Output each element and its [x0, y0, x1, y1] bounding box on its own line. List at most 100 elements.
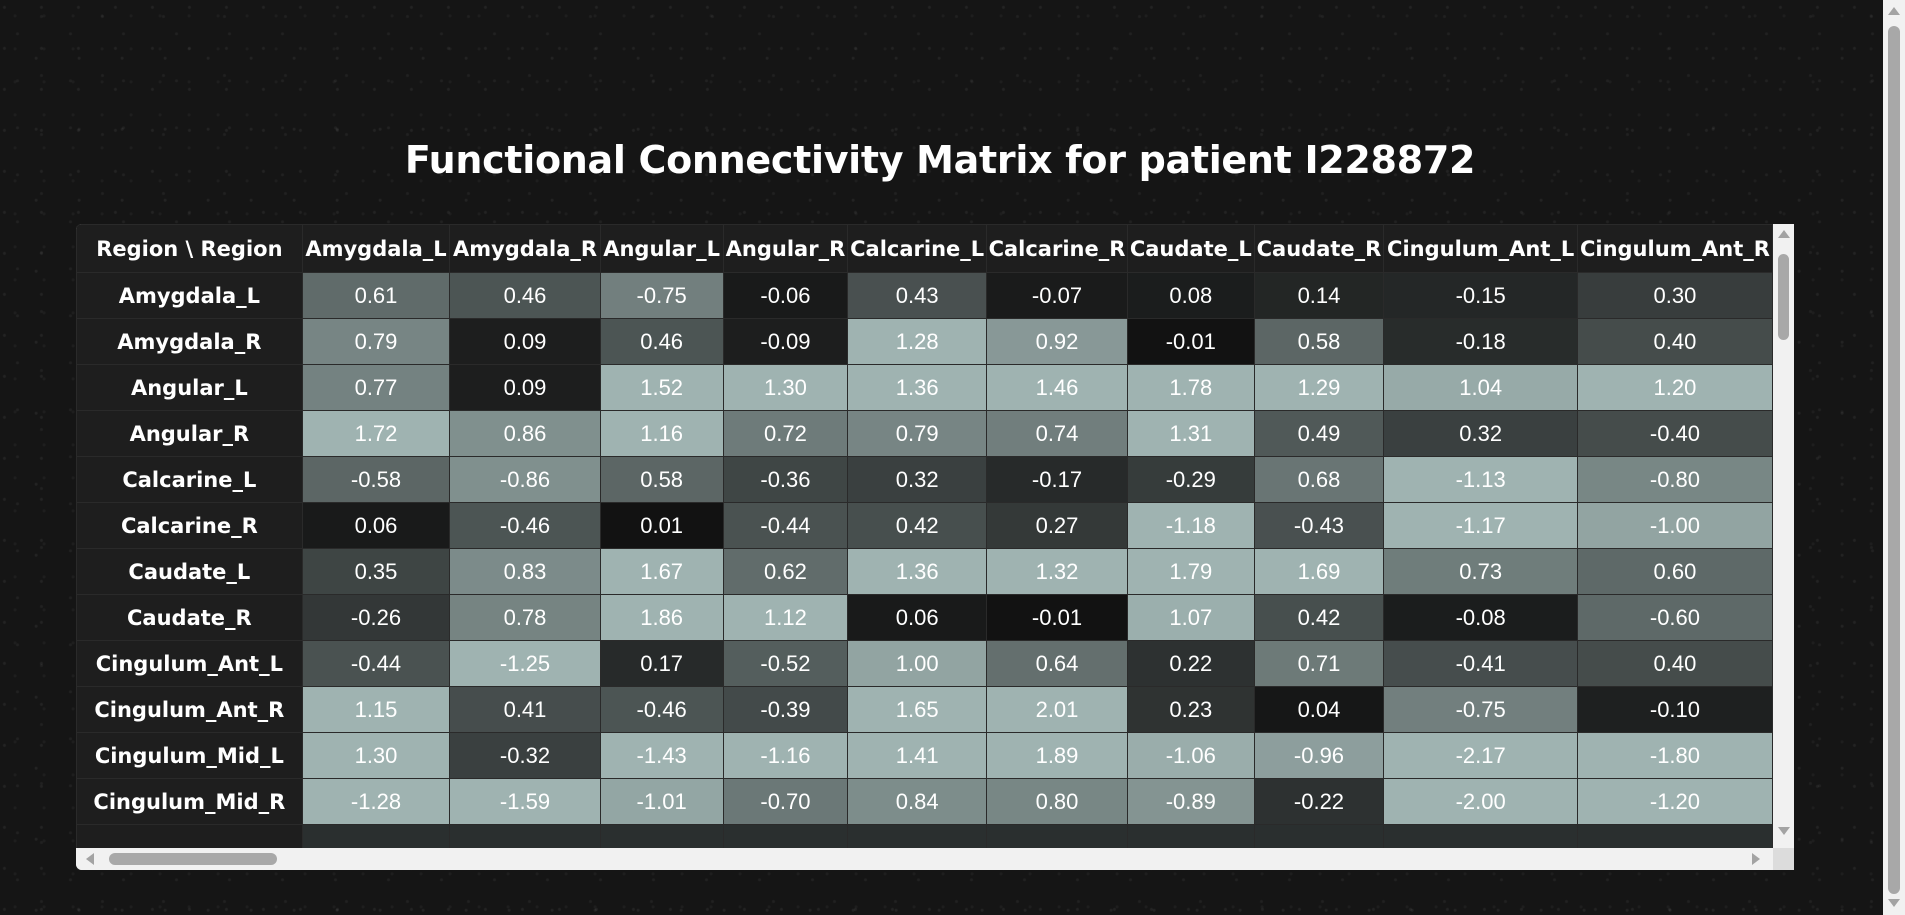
row-header: Cingulum_Ant_L — [76, 640, 303, 687]
scroll-right-arrow-icon[interactable] — [1752, 853, 1760, 865]
row-header: Caudate_R — [76, 594, 303, 641]
matrix-cell — [1253, 824, 1385, 848]
vertical-scroll-thumb[interactable] — [1778, 254, 1789, 340]
matrix-cell: 0.42 — [1253, 594, 1385, 641]
matrix-cell: -0.80 — [1576, 456, 1773, 503]
matrix-cell — [722, 824, 849, 848]
matrix-cell — [301, 824, 451, 848]
matrix-cell: 0.32 — [847, 456, 987, 503]
matrix-cell: 0.08 — [1127, 272, 1255, 319]
page-scrollbar[interactable] — [1883, 0, 1905, 915]
matrix-cell: -0.46 — [449, 502, 601, 549]
matrix-cell: 0.46 — [449, 272, 601, 319]
matrix-cell — [1383, 824, 1578, 848]
horizontal-scrollbar[interactable] — [76, 848, 1773, 870]
matrix-cell: 0.23 — [1127, 686, 1255, 733]
table-row — [76, 824, 1773, 848]
matrix-cell: -0.26 — [301, 594, 451, 641]
matrix-cell: -0.44 — [301, 640, 451, 687]
matrix-cell: 1.65 — [847, 686, 987, 733]
horizontal-scroll-thumb[interactable] — [109, 853, 277, 865]
matrix-cell: -1.20 — [1576, 778, 1773, 825]
column-header: Caudate_R — [1253, 224, 1385, 273]
matrix-cell: 0.72 — [722, 410, 849, 457]
matrix-cell: 0.73 — [1383, 548, 1578, 595]
matrix-cell: -1.18 — [1127, 502, 1255, 549]
matrix-cell: 1.29 — [1253, 364, 1385, 411]
scroll-left-arrow-icon[interactable] — [86, 853, 94, 865]
scroll-up-arrow-icon[interactable] — [1778, 230, 1790, 238]
matrix-cell: -1.59 — [449, 778, 601, 825]
column-header: Amygdala_L — [301, 224, 451, 273]
matrix-scroll-area[interactable]: Region \ Region Amygdala_L Amygdala_R Angu… — [76, 224, 1773, 848]
table-row: Cingulum_Mid_R -1.28 -1.59 -1.01 -0.70 0.84 0.… — [76, 778, 1773, 825]
table-row: Caudate_R -0.26 0.78 1.86 1.12 0.06 -0.01 1.07 0… — [76, 594, 1773, 641]
matrix-cell: -0.96 — [1253, 732, 1385, 779]
matrix-cell: 1.36 — [847, 364, 987, 411]
scroll-down-arrow-icon[interactable] — [1778, 827, 1790, 835]
matrix-cell: 1.69 — [1253, 548, 1385, 595]
matrix-cell: -0.39 — [722, 686, 849, 733]
matrix-cell: 1.04 — [1383, 364, 1578, 411]
column-header: Calcarine_L — [847, 224, 987, 273]
row-header: Angular_R — [76, 410, 303, 457]
matrix-cell: 0.46 — [599, 318, 724, 365]
matrix-cell: 1.15 — [301, 686, 451, 733]
matrix-cell: 1.46 — [985, 364, 1129, 411]
matrix-cell: -0.09 — [722, 318, 849, 365]
matrix-cell: 0.62 — [722, 548, 849, 595]
matrix-cell: 0.32 — [1383, 410, 1578, 457]
matrix-cell: 0.86 — [449, 410, 601, 457]
matrix-cell — [985, 824, 1129, 848]
matrix-cell: -0.10 — [1576, 686, 1773, 733]
table-row: Calcarine_R 0.06 -0.46 0.01 -0.44 0.42 0.27 -1.… — [76, 502, 1773, 549]
table-row: Amygdala_L 0.61 0.46 -0.75 -0.06 0.43 -0.07 0.0… — [76, 272, 1773, 319]
matrix-cell: -0.01 — [1127, 318, 1255, 365]
matrix-cell: -0.70 — [722, 778, 849, 825]
page-scroll-up-arrow-icon[interactable] — [1888, 7, 1900, 15]
page-scroll-thumb[interactable] — [1888, 26, 1900, 894]
matrix-cell: 1.79 — [1127, 548, 1255, 595]
matrix-cell — [449, 824, 601, 848]
matrix-cell: 0.17 — [599, 640, 724, 687]
matrix-cell: 1.32 — [985, 548, 1129, 595]
matrix-cell: -1.25 — [449, 640, 601, 687]
matrix-cell: 1.20 — [1576, 364, 1773, 411]
matrix-cell: 0.27 — [985, 502, 1129, 549]
matrix-cell: 0.79 — [301, 318, 451, 365]
row-header — [76, 824, 303, 848]
column-header: Angular_L — [599, 224, 724, 273]
matrix-cell: 0.42 — [847, 502, 987, 549]
row-header: Caudate_L — [76, 548, 303, 595]
page-scroll-down-arrow-icon[interactable] — [1888, 899, 1900, 907]
column-header: Cingulum_Ant_R — [1576, 224, 1773, 273]
matrix-cell: -1.43 — [599, 732, 724, 779]
row-header: Cingulum_Mid_L — [76, 732, 303, 779]
matrix-cell: 0.78 — [449, 594, 601, 641]
matrix-cell: 0.43 — [847, 272, 987, 319]
matrix-cell: 0.09 — [449, 364, 601, 411]
matrix-cell: -0.86 — [449, 456, 601, 503]
matrix-cell: 0.35 — [301, 548, 451, 595]
matrix-cell: 1.07 — [1127, 594, 1255, 641]
matrix-cell: 0.68 — [1253, 456, 1385, 503]
matrix-cell: -0.17 — [985, 456, 1129, 503]
matrix-cell: 0.58 — [1253, 318, 1385, 365]
matrix-cell: 0.41 — [449, 686, 601, 733]
matrix-cell: -0.46 — [599, 686, 724, 733]
matrix-cell: -1.17 — [1383, 502, 1578, 549]
row-header: Calcarine_L — [76, 456, 303, 503]
matrix-cell: 0.30 — [1576, 272, 1773, 319]
matrix-cell: 0.74 — [985, 410, 1129, 457]
row-header: Cingulum_Mid_R — [76, 778, 303, 825]
matrix-cell: -1.28 — [301, 778, 451, 825]
vertical-scrollbar[interactable] — [1773, 224, 1794, 848]
matrix-cell: -0.41 — [1383, 640, 1578, 687]
column-header: Caudate_L — [1127, 224, 1255, 273]
matrix-cell: -0.15 — [1383, 272, 1578, 319]
matrix-cell: -1.06 — [1127, 732, 1255, 779]
matrix-panel: Region \ Region Amygdala_L Amygdala_R Angu… — [76, 224, 1794, 870]
matrix-cell: 0.64 — [985, 640, 1129, 687]
scrollbar-corner — [1773, 848, 1794, 870]
matrix-cell: -1.00 — [1576, 502, 1773, 549]
